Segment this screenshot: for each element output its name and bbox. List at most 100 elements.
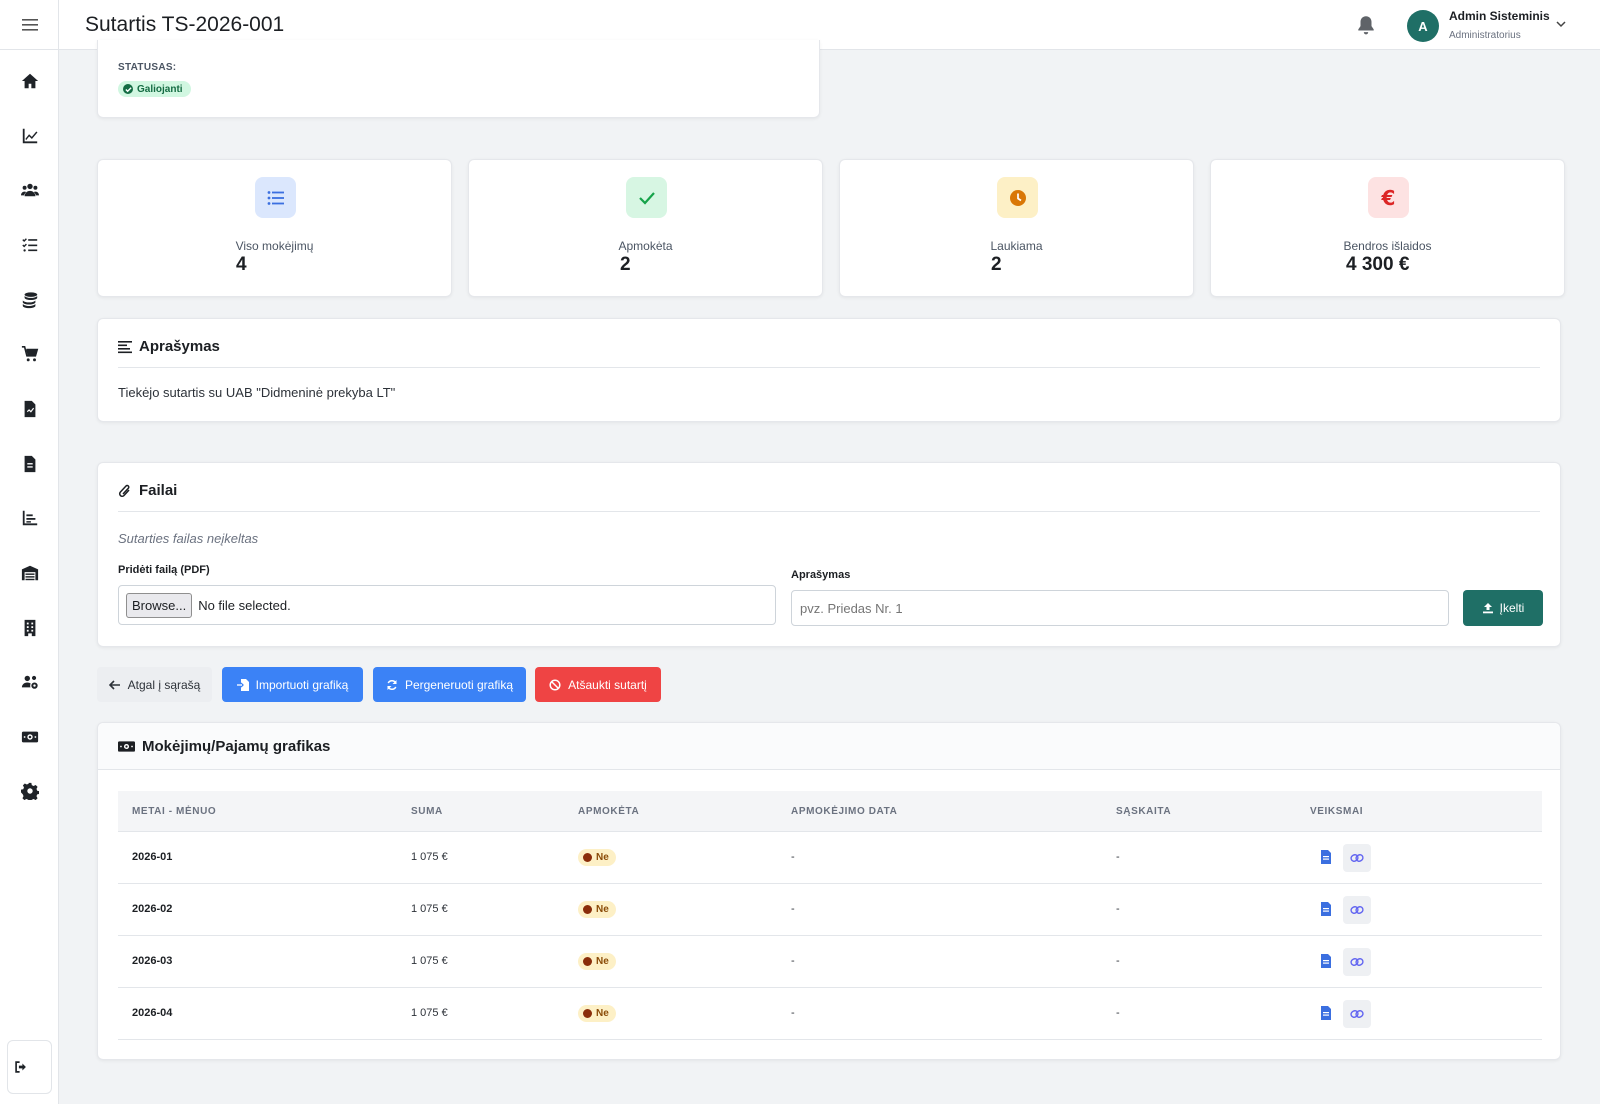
sidebar-item-tasks[interactable] xyxy=(0,225,59,265)
sidebar-item-users[interactable] xyxy=(0,662,59,702)
cell-invoice: - xyxy=(1116,851,1120,863)
table-row: 2026-02 1 075 € Ne - - xyxy=(118,884,1542,936)
ban-icon xyxy=(549,678,561,691)
sidebar-item-finance[interactable] xyxy=(0,280,59,320)
import-schedule-button[interactable]: Importuoti grafiką xyxy=(222,667,363,702)
stat-label: Laukiama xyxy=(990,239,1043,253)
cell-period: 2026-04 xyxy=(132,1007,173,1019)
description-heading: Aprašymas xyxy=(118,338,220,355)
sidebar-item-warehouse[interactable] xyxy=(0,553,59,593)
paid-status-badge: Ne xyxy=(578,1005,616,1022)
link-invoice-button[interactable] xyxy=(1343,844,1371,872)
chart-line-icon xyxy=(22,128,37,144)
chevron-down-icon[interactable] xyxy=(1554,17,1568,31)
users-icon xyxy=(20,183,39,197)
sidebar-item-companies[interactable] xyxy=(0,608,59,648)
cell-paid-date: - xyxy=(791,1007,795,1019)
cell-paid-date: - xyxy=(791,903,795,915)
clock-icon xyxy=(583,853,592,862)
sidebar-item-contracts[interactable] xyxy=(0,444,59,484)
sidebar-item-payments[interactable] xyxy=(0,717,59,757)
sidebar-item-analytics[interactable] xyxy=(0,116,59,156)
browse-button[interactable]: Browse... xyxy=(126,592,193,618)
stat-label: Bendros išlaidos xyxy=(1343,239,1432,253)
paid-status-label: Ne xyxy=(596,956,609,967)
cell-amount: 1 075 € xyxy=(411,851,448,863)
logout-button[interactable] xyxy=(7,1040,52,1094)
sidebar-item-clients[interactable] xyxy=(0,170,59,210)
cell-period: 2026-03 xyxy=(132,955,173,967)
paid-status-label: Ne xyxy=(596,852,609,863)
upload-button[interactable]: Įkelti xyxy=(1463,590,1543,626)
link-invoice-button[interactable] xyxy=(1343,1000,1371,1028)
task-list-icon xyxy=(21,238,37,252)
description-card: Aprašymas Tiekėjo sutartis su UAB "Didme… xyxy=(97,318,1561,422)
add-file-label: Pridėti failą (PDF) xyxy=(118,564,210,576)
schedule-table: METAI - MĖNUO SUMA APMOKĖTA APMOKĖJIMO D… xyxy=(118,791,1542,1040)
divider xyxy=(118,367,1540,368)
cell-period: 2026-02 xyxy=(132,903,173,915)
column-header: VEIKSMAI xyxy=(1310,805,1364,817)
no-file-message: Sutarties failas neįkeltas xyxy=(118,531,259,546)
file-description-label: Aprašymas xyxy=(791,569,851,581)
refresh-icon xyxy=(387,679,397,690)
money-icon xyxy=(21,731,38,743)
link-invoice-button[interactable] xyxy=(1343,948,1371,976)
sidebar-item-home[interactable] xyxy=(0,61,59,101)
user-name[interactable]: Admin Sisteminis xyxy=(1449,9,1550,23)
bell-icon[interactable] xyxy=(1355,14,1377,36)
menu-toggle-button[interactable] xyxy=(0,0,59,50)
document-icon[interactable] xyxy=(1320,954,1332,968)
table-row: 2026-03 1 075 € Ne - - xyxy=(118,936,1542,988)
table-row: 2026-04 1 075 € Ne - - xyxy=(118,988,1542,1040)
building-icon xyxy=(24,619,35,637)
column-header: SUMA xyxy=(411,805,443,817)
check-circle-icon xyxy=(123,84,133,94)
paid-status-label: Ne xyxy=(596,904,609,915)
document-icon[interactable] xyxy=(1320,902,1332,916)
stat-value: 4 xyxy=(236,254,247,275)
schedule-card: Mokėjimų/Pajamų grafikas METAI - MĖNUO S… xyxy=(97,722,1561,1060)
sidebar-item-settings[interactable] xyxy=(0,771,59,811)
user-role: Administratorius xyxy=(1449,30,1521,41)
file-input[interactable]: Browse... No file selected. xyxy=(118,585,776,625)
files-card: Failai Sutarties failas neįkeltas Pridėt… xyxy=(97,462,1561,647)
link-invoice-button[interactable] xyxy=(1343,896,1371,924)
document-icon xyxy=(24,455,35,473)
gear-icon xyxy=(20,782,39,800)
sidebar-item-invoices[interactable] xyxy=(0,389,59,429)
cell-invoice: - xyxy=(1116,955,1120,967)
stat-label: Apmokėta xyxy=(618,239,673,253)
sidebar-item-orders[interactable] xyxy=(0,334,59,374)
paid-status-badge: Ne xyxy=(578,953,616,970)
coins-icon xyxy=(22,292,37,309)
schedule-header: Mokėjimų/Pajamų grafikas xyxy=(98,723,1560,770)
description-text: Tiekėjo sutartis su UAB "Didmeninė preky… xyxy=(118,385,396,400)
cancel-contract-button[interactable]: Atšaukti sutartį xyxy=(535,667,661,702)
warehouse-icon xyxy=(21,565,38,581)
document-icon[interactable] xyxy=(1320,1006,1332,1020)
file-input-status: No file selected. xyxy=(198,597,291,613)
status-badge: Galiojanti xyxy=(118,81,191,97)
back-to-list-button[interactable]: Atgal į sąrašą xyxy=(97,667,212,702)
document-icon[interactable] xyxy=(1320,850,1332,864)
column-header: SĄSKAITA xyxy=(1116,805,1172,817)
paid-status-label: Ne xyxy=(596,1008,609,1019)
table-header: METAI - MĖNUO SUMA APMOKĖTA APMOKĖJIMO D… xyxy=(118,791,1542,832)
regenerate-schedule-button[interactable]: Pergeneruoti grafiką xyxy=(373,667,526,702)
schedule-title: Mokėjimų/Pajamų grafikas xyxy=(142,738,331,755)
stat-value: 2 xyxy=(991,254,1002,275)
file-import-icon xyxy=(236,679,249,691)
avatar[interactable]: A xyxy=(1407,10,1439,42)
file-description-input[interactable] xyxy=(791,590,1449,626)
align-left-icon xyxy=(118,340,132,353)
list-icon xyxy=(255,177,296,218)
stat-value: 4 300 € xyxy=(1346,254,1410,275)
column-header: METAI - MĖNUO xyxy=(132,805,217,817)
regenerate-button-label: Pergeneruoti grafiką xyxy=(404,677,514,692)
sidebar-item-reports[interactable] xyxy=(0,498,59,538)
stat-value: 2 xyxy=(620,254,631,275)
cell-amount: 1 075 € xyxy=(411,903,448,915)
cell-amount: 1 075 € xyxy=(411,1007,448,1019)
paid-status-badge: Ne xyxy=(578,849,616,866)
